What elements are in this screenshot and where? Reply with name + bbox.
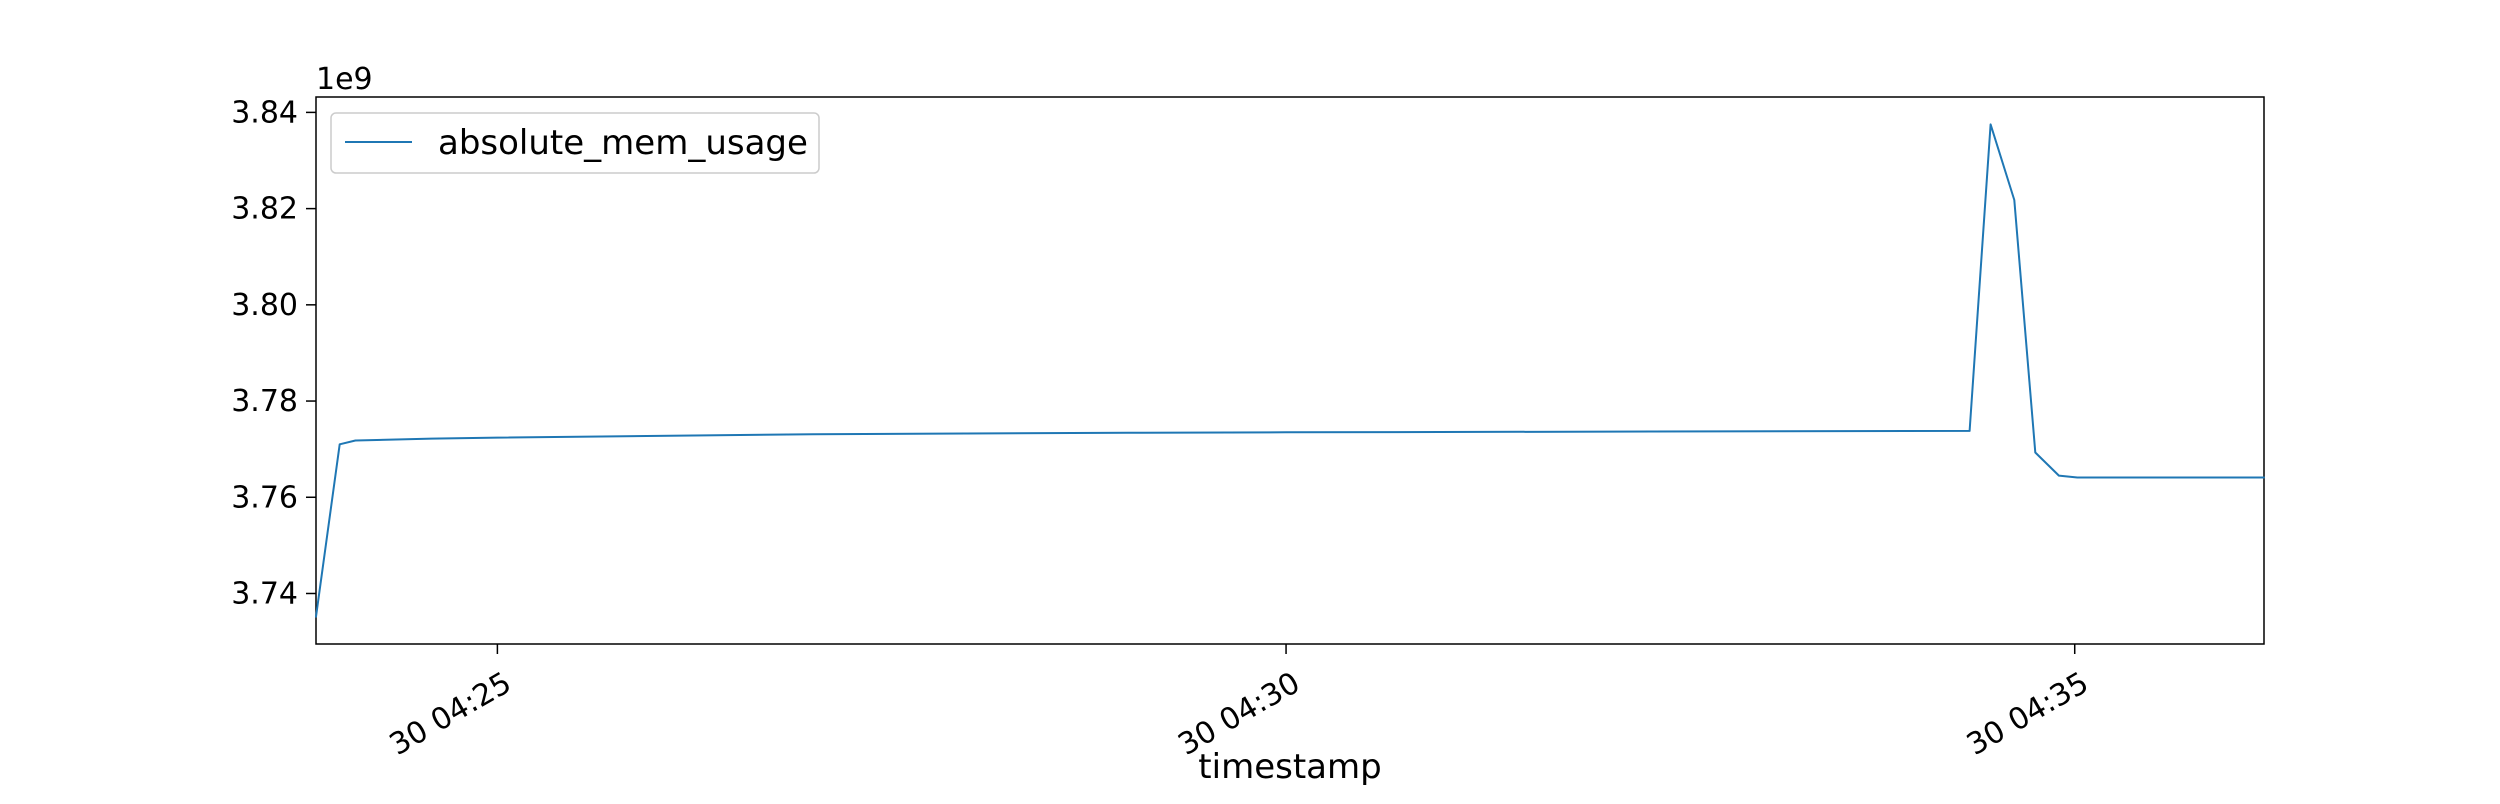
x-tick-label: 30 04:25 (384, 665, 518, 762)
legend: absolute_mem_usage (330, 112, 820, 174)
plot-frame (315, 96, 2265, 645)
y-tick-label: 3.80 (231, 288, 298, 323)
plot-area (315, 96, 2265, 645)
x-axis-title: timestamp (1198, 747, 1381, 787)
y-tick-label: 3.82 (231, 192, 298, 227)
legend-box (330, 112, 820, 174)
y-tick-label: 3.84 (231, 95, 298, 130)
y-tick-label: 3.74 (231, 576, 298, 611)
x-axis: 30 04:25 30 04:30 30 04:35 (384, 644, 2095, 763)
series-line-absolute_mem_usage (315, 123, 2265, 618)
y-tick-label: 3.76 (231, 480, 298, 515)
x-tick-label: 30 04:35 (1961, 665, 2095, 762)
legend-label-absolute_mem_usage: absolute_mem_usage (438, 123, 808, 163)
y-tick-label: 3.78 (231, 384, 298, 419)
y-axis-offset-label: 1e9 (316, 62, 373, 97)
y-axis: 3.74 3.76 3.78 3.80 3.82 3.84 (231, 95, 316, 611)
